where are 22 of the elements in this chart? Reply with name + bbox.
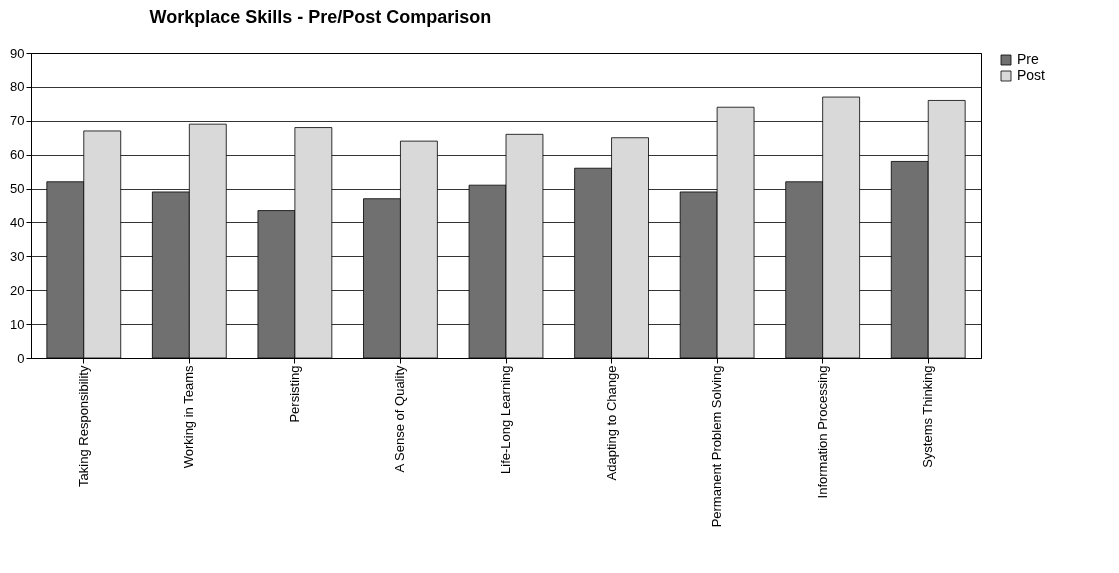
x-tick-label: Taking Responsibility: [75, 365, 91, 487]
legend-label: Pre: [1017, 51, 1039, 67]
x-tick-label: Working in Teams: [181, 365, 197, 469]
y-tick-label: 10: [10, 316, 25, 332]
y-tick-label: 70: [10, 113, 25, 129]
y-tick-label: 20: [10, 282, 25, 298]
x-tick-label: A Sense of Quality: [392, 365, 408, 473]
x-tick-label: Life-Long Learning: [498, 365, 513, 474]
y-tick-label: 90: [10, 45, 25, 61]
x-tick-label: Information Processing: [814, 365, 830, 499]
y-tick-label: 40: [10, 214, 25, 230]
chart-title: Workplace Skills - Pre/Post Comparison: [149, 7, 492, 27]
x-tick-label: Systems Thinking: [920, 365, 936, 468]
x-tick-label: Persisting: [286, 365, 302, 423]
y-tick-label: 60: [10, 147, 25, 163]
y-tick-label: 30: [10, 248, 25, 264]
y-tick-label: 0: [17, 350, 25, 366]
x-tick-label: Permanent Problem Solving: [709, 365, 725, 528]
y-tick-label: 80: [10, 79, 25, 95]
legend-label: Post: [1017, 67, 1046, 83]
x-tick-label: Adapting to Change: [603, 365, 619, 481]
y-tick-label: 50: [10, 181, 25, 197]
